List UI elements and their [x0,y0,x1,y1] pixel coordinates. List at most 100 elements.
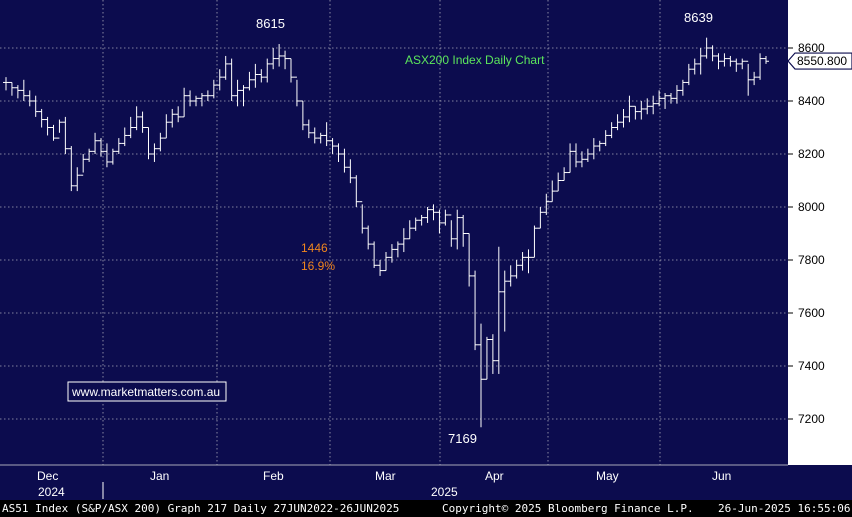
price-bar [739,58,746,70]
price-bar [240,85,247,107]
price-bar [341,148,348,173]
annotation-high-jun: 8639 [684,10,713,25]
y-tick-label-7600: 7600 [798,306,825,320]
gridlines [0,0,788,465]
price-bar [115,138,122,154]
price-bar [555,172,562,192]
price-bar [74,167,81,192]
price-bar [430,204,437,221]
footer-copyright: Copyright© 2025 Bloomberg Finance L.P. [442,502,694,515]
price-bar [258,69,265,83]
price-bar [727,55,734,67]
y-tick-label-8400: 8400 [798,94,825,108]
price-bar [80,154,87,176]
price-bar [662,93,669,109]
price-bar [157,132,164,152]
price-bar [578,151,585,168]
price-bar [109,148,116,165]
price-bar [187,90,194,107]
price-bar [602,130,609,147]
price-bar [513,260,520,279]
price-bar [8,81,15,96]
price-bar [3,77,9,91]
price-bar [715,53,722,70]
price-bar [549,180,556,203]
chart-title: ASX200 Index Daily Chart [405,53,545,67]
price-bar [691,58,698,75]
price-bar [733,58,740,72]
price-bar [68,146,75,192]
price-bar [590,138,597,160]
price-bar [216,69,223,91]
price-bar [685,63,692,86]
footer-bar [0,500,852,517]
price-bar [436,209,443,234]
price-bar [400,228,407,253]
y-tick-label-8000: 8000 [798,200,825,214]
price-bar [673,85,680,104]
price-bar [454,209,461,250]
price-bar [448,214,455,247]
price-bar [246,71,253,91]
price-bar [228,58,235,101]
x-label-jan: Jan [150,469,169,483]
price-bar [299,100,306,131]
price-bar [50,124,57,141]
price-bar [264,58,271,83]
price-bar [121,127,128,147]
price-bar [56,119,63,139]
price-bar [133,106,140,131]
price-bar [38,108,45,128]
price-bar [198,93,205,107]
price-bar [270,48,277,70]
price-bar [377,260,384,276]
annotation-move-percent: 16.9% [301,259,335,273]
price-bar [317,132,324,144]
price-bar [329,138,336,154]
price-bar [412,217,419,231]
price-bar [418,214,425,226]
y-axis-panel [788,0,852,465]
watermark: www.marketmatters.com.au [67,381,227,402]
x-label-mar: Mar [375,469,396,483]
price-bar [222,55,229,80]
y-tick-label-7200: 7200 [798,412,825,426]
price-bar [632,105,639,120]
x-label-year-2025: 2025 [431,485,458,499]
price-bar [478,323,484,428]
price-bar [276,44,283,67]
price-bar [394,241,401,258]
ohlc-bars [3,37,769,428]
price-bar [293,76,300,107]
x-label-may: May [596,469,619,483]
price-bar [371,241,378,268]
price-bar [561,167,568,181]
price-bar [14,85,21,99]
annotation-high-feb: 8615 [256,16,285,31]
price-bar [175,106,182,123]
price-bar [442,209,449,226]
price-bar [44,116,51,136]
price-bar [288,58,294,83]
price-bar [311,127,318,144]
y-tick-label-7800: 7800 [798,253,825,267]
price-bar [32,95,39,117]
price-bar [584,148,591,162]
price-bar [721,53,728,67]
price-bar [282,50,289,70]
price-bar [638,101,645,120]
price-bar [383,252,389,272]
price-bar [139,111,146,133]
price-bar [679,79,686,96]
price-bar [644,98,651,115]
last-value-tag [787,52,852,70]
price-bar [614,114,621,131]
x-label-dec: Dec [37,469,58,483]
watermark-text: www.marketmatters.com.au [71,385,220,399]
price-bar [424,207,431,223]
price-bar [668,93,674,104]
price-bar [406,220,413,240]
price-bar [151,143,158,162]
x-label-jun: Jun [712,469,731,483]
